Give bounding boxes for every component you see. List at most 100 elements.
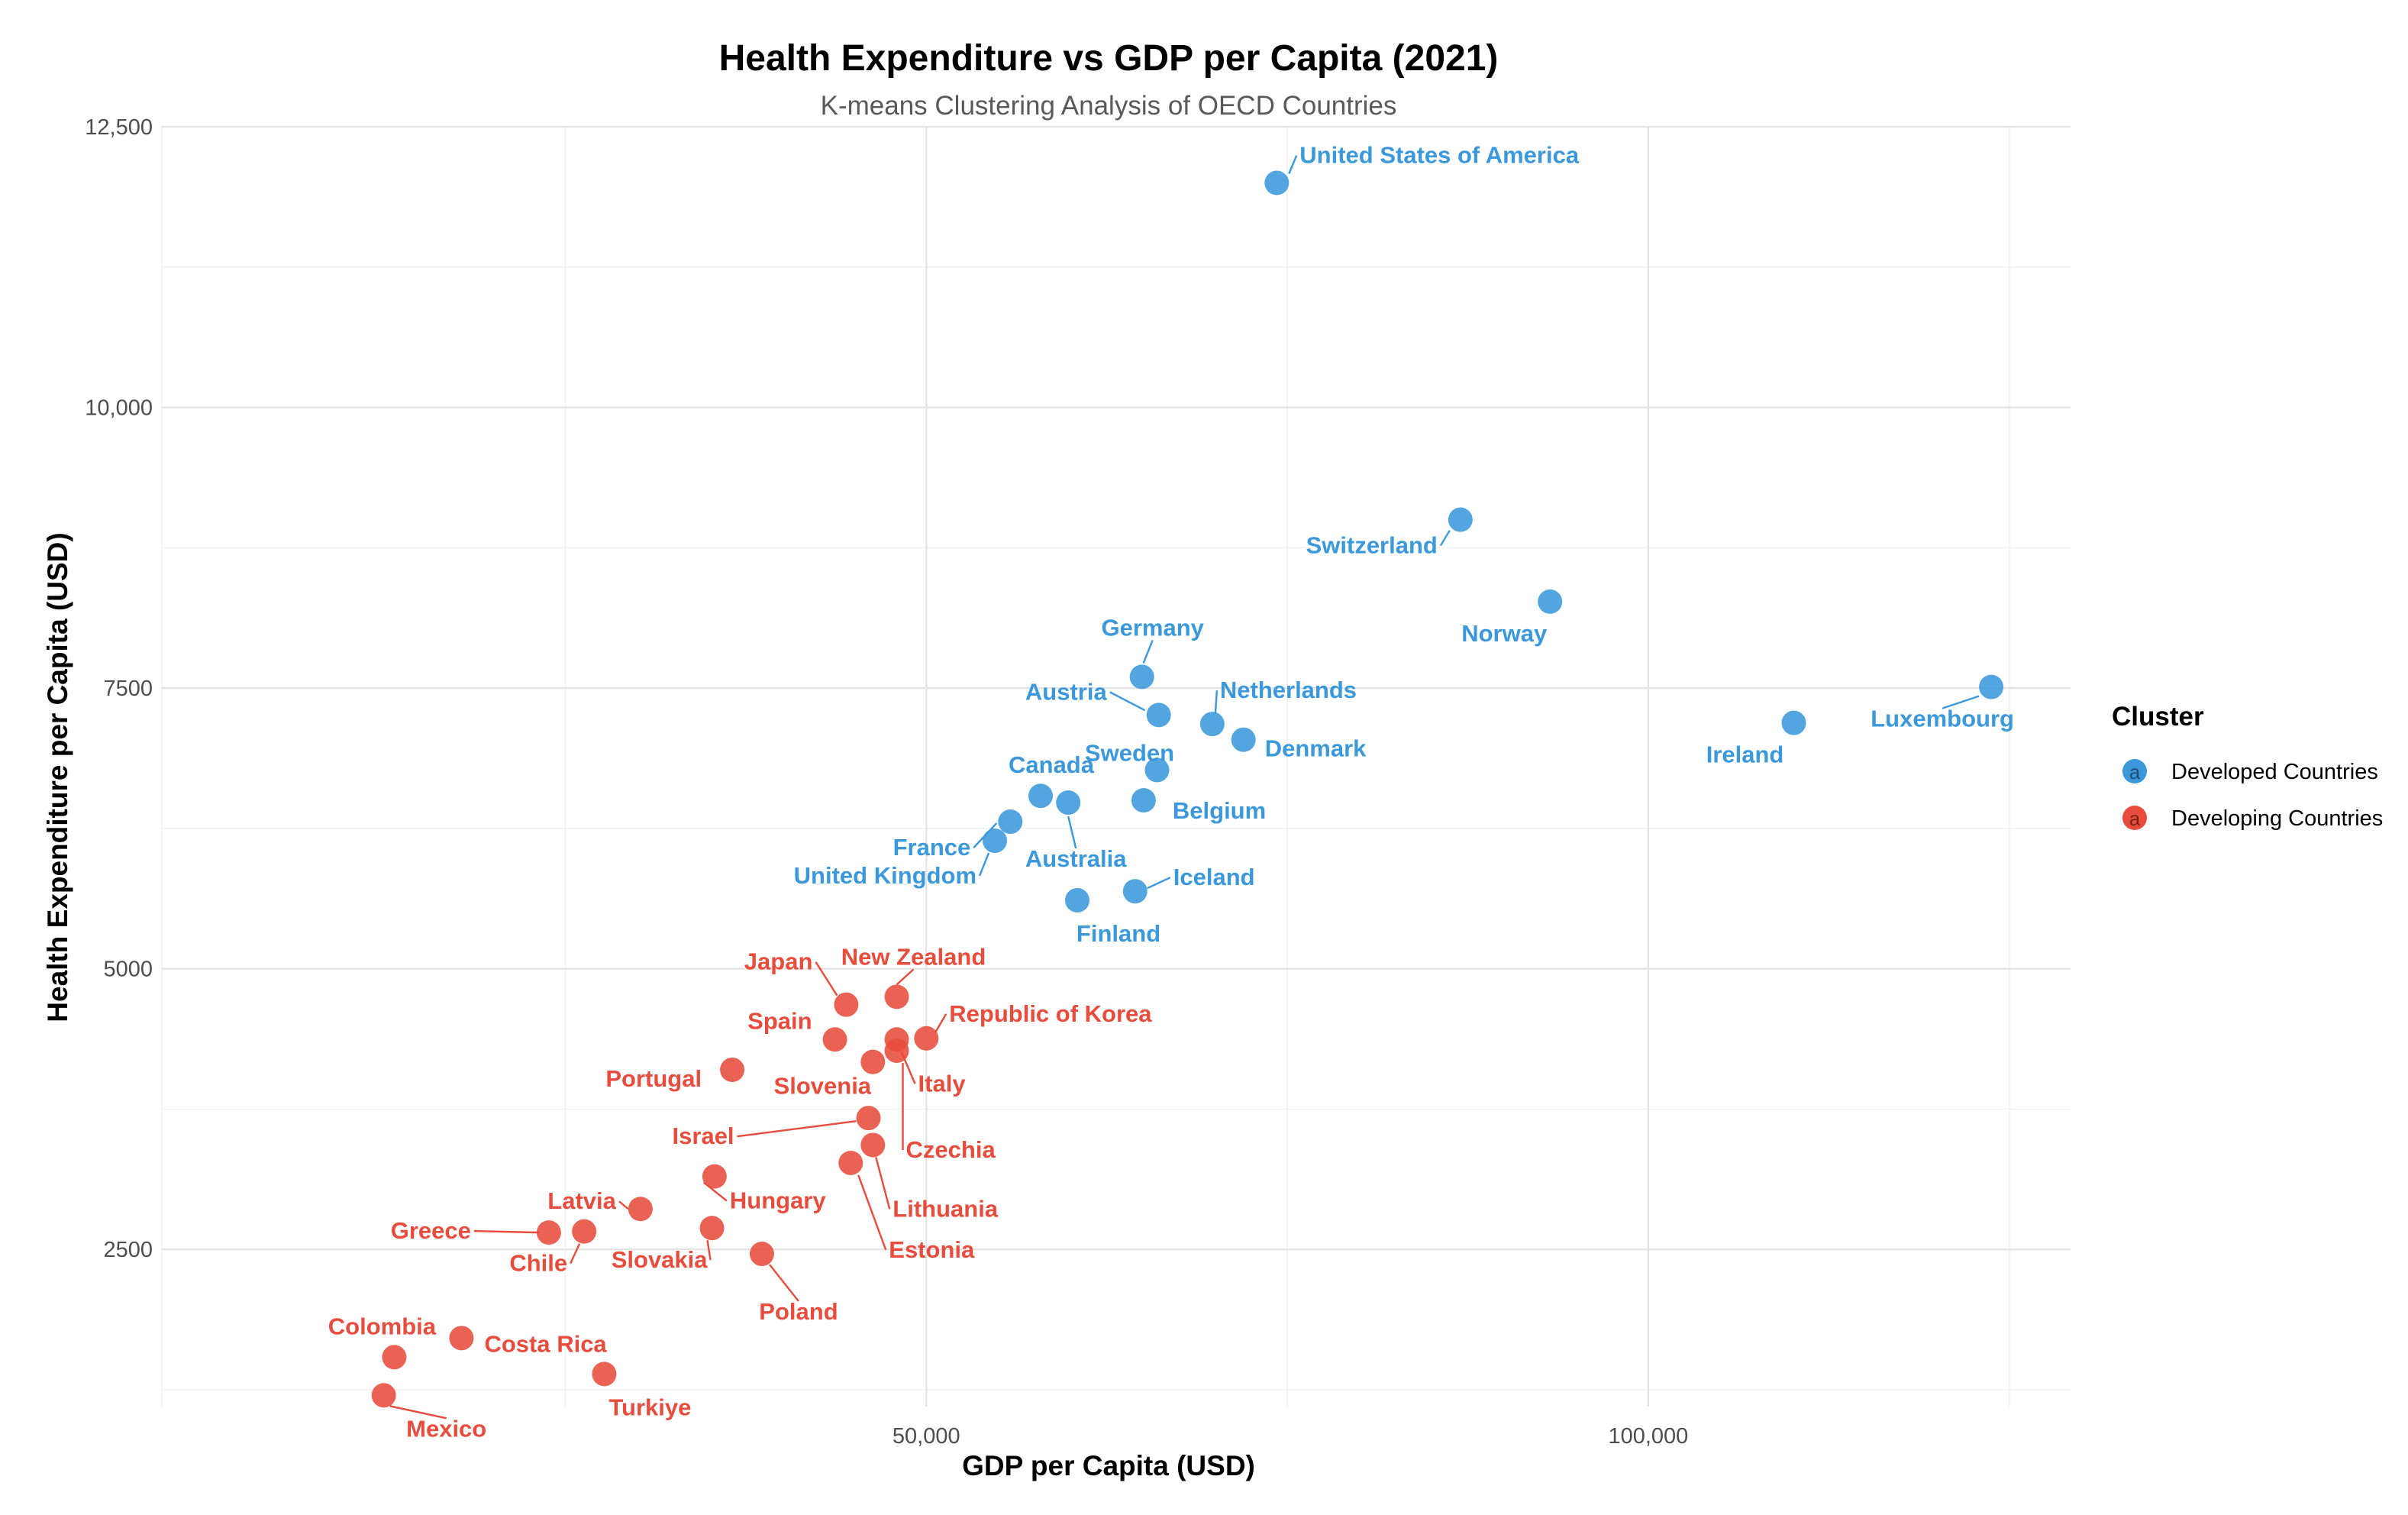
point-label-hungary: Hungary: [730, 1187, 827, 1214]
point-label-latvia: Latvia: [547, 1187, 616, 1214]
point-chile: [572, 1219, 597, 1244]
leader-line-poland: [769, 1264, 799, 1302]
point-united-states-of-america: [1264, 170, 1290, 195]
legend-key-developing: [2122, 806, 2147, 830]
point-netherlands: [1199, 712, 1225, 737]
point-label-chile: Chile: [509, 1250, 567, 1277]
point-label-italy: Italy: [918, 1070, 967, 1097]
point-denmark: [1231, 727, 1256, 752]
point-slovenia: [860, 1049, 886, 1074]
leader-line-slovakia: [706, 1240, 712, 1261]
point-labels: United States of America Switzerland Norwa…: [328, 142, 2014, 1442]
point-poland: [749, 1242, 774, 1267]
point-portugal: [720, 1057, 745, 1082]
chart-subtitle: K-means Clustering Analysis of OECD Coun…: [821, 91, 1397, 121]
leader-line-netherlands: [1214, 690, 1219, 714]
leader-line-republic-of-korea: [934, 1013, 947, 1033]
leader-line-mexico: [389, 1405, 447, 1420]
point-label-costa-rica: Costa Rica: [484, 1330, 607, 1357]
data-points: [371, 170, 2004, 1408]
x-tick-label: 50,000: [893, 1424, 960, 1449]
point-australia: [1056, 790, 1081, 816]
point-switzerland: [1448, 507, 1473, 532]
legend-label-developing: Developing Countries: [2171, 806, 2383, 831]
point-label-colombia: Colombia: [328, 1313, 437, 1339]
legend: Cluster a Developed Countries a Developi…: [2112, 702, 2383, 831]
point-label-ireland: Ireland: [1706, 741, 1784, 768]
point-czechia: [884, 1038, 909, 1063]
point-label-belgium: Belgium: [1173, 797, 1266, 824]
point-label-united-kingdom: United Kingdom: [794, 862, 976, 889]
leader-line-australia: [1067, 816, 1077, 849]
point-estonia: [838, 1150, 863, 1175]
point-label-mexico: Mexico: [406, 1415, 486, 1442]
leader-line-austria: [1109, 691, 1146, 712]
point-label-switzerland: Switzerland: [1306, 532, 1438, 559]
y-tick-label: 10,000: [85, 396, 153, 421]
axis-ticks: 2500 5000 7500 10,000 12,500 50,000 100,000: [85, 115, 1688, 1449]
point-finland: [1065, 887, 1090, 913]
point-label-lithuania: Lithuania: [893, 1195, 999, 1222]
y-tick-label: 5000: [103, 958, 153, 982]
point-label-turkiye: Turkiye: [608, 1394, 691, 1420]
leader-line-chile: [570, 1243, 581, 1265]
point-slovakia: [699, 1216, 725, 1241]
leader-line-switzerland: [1439, 529, 1451, 547]
point-mexico: [371, 1383, 396, 1408]
point-sweden: [1144, 758, 1170, 783]
point-new-zealand: [884, 984, 909, 1009]
leader-line-luxembourg: [1942, 695, 1980, 709]
point-label-norway: Norway: [1461, 620, 1548, 647]
x-tick-label: 100,000: [1608, 1424, 1688, 1449]
leader-line-new-zealand: [896, 968, 915, 986]
point-united-kingdom: [983, 829, 1008, 854]
y-tick-label: 2500: [103, 1238, 153, 1262]
point-iceland: [1122, 879, 1148, 904]
leader-line-japan: [815, 961, 838, 997]
legend-item-developed: a Developed Countries: [2122, 759, 2378, 784]
point-label-austria: Austria: [1025, 678, 1108, 705]
point-austria: [1146, 703, 1171, 728]
legend-title: Cluster: [2112, 702, 2204, 732]
chart-title: Health Expenditure vs GDP per Capita (20…: [719, 38, 1499, 79]
point-label-united-states-of-america: United States of America: [1299, 142, 1580, 169]
legend-label-developed: Developed Countries: [2171, 760, 2378, 784]
point-label-slovenia: Slovenia: [774, 1073, 872, 1100]
point-hungary: [702, 1164, 727, 1189]
point-colombia: [382, 1345, 407, 1370]
leader-line-lithuania: [875, 1157, 891, 1210]
point-label-iceland: Iceland: [1173, 864, 1255, 890]
point-latvia: [628, 1197, 653, 1222]
point-germany: [1129, 664, 1154, 690]
point-label-spain: Spain: [747, 1007, 812, 1034]
point-label-slovakia: Slovakia: [612, 1246, 709, 1273]
y-tick-label: 12,500: [85, 115, 153, 140]
point-label-france: France: [893, 834, 971, 861]
point-label-estonia: Estonia: [889, 1236, 975, 1263]
point-label-netherlands: Netherlands: [1220, 677, 1357, 703]
x-axis-title: GDP per Capita (USD): [962, 1450, 1255, 1481]
point-label-germany: Germany: [1101, 614, 1204, 641]
legend-key-developed: [2122, 759, 2147, 783]
leader-line-germany: [1142, 639, 1154, 664]
point-label-portugal: Portugal: [605, 1065, 702, 1092]
point-greece: [536, 1220, 561, 1245]
point-canada: [1028, 783, 1053, 809]
label-leader-lines: [389, 155, 1980, 1420]
grid: [161, 125, 2071, 1407]
point-label-greece: Greece: [391, 1217, 471, 1244]
point-label-sweden: Sweden: [1085, 739, 1174, 766]
point-label-finland: Finland: [1076, 920, 1160, 947]
point-label-republic-of-korea: Republic of Korea: [949, 1000, 1152, 1027]
leader-line-united-states-of-america: [1288, 155, 1298, 174]
legend-key-glyph: a: [2129, 761, 2141, 783]
point-label-luxembourg: Luxembourg: [1871, 706, 2014, 732]
point-japan: [834, 992, 859, 1017]
leader-line-united-kingdom: [978, 852, 990, 877]
point-ireland: [1781, 710, 1806, 735]
point-belgium: [1131, 788, 1156, 813]
point-norway: [1538, 589, 1563, 614]
y-tick-label: 7500: [103, 677, 153, 701]
point-label-new-zealand: New Zealand: [841, 943, 986, 970]
